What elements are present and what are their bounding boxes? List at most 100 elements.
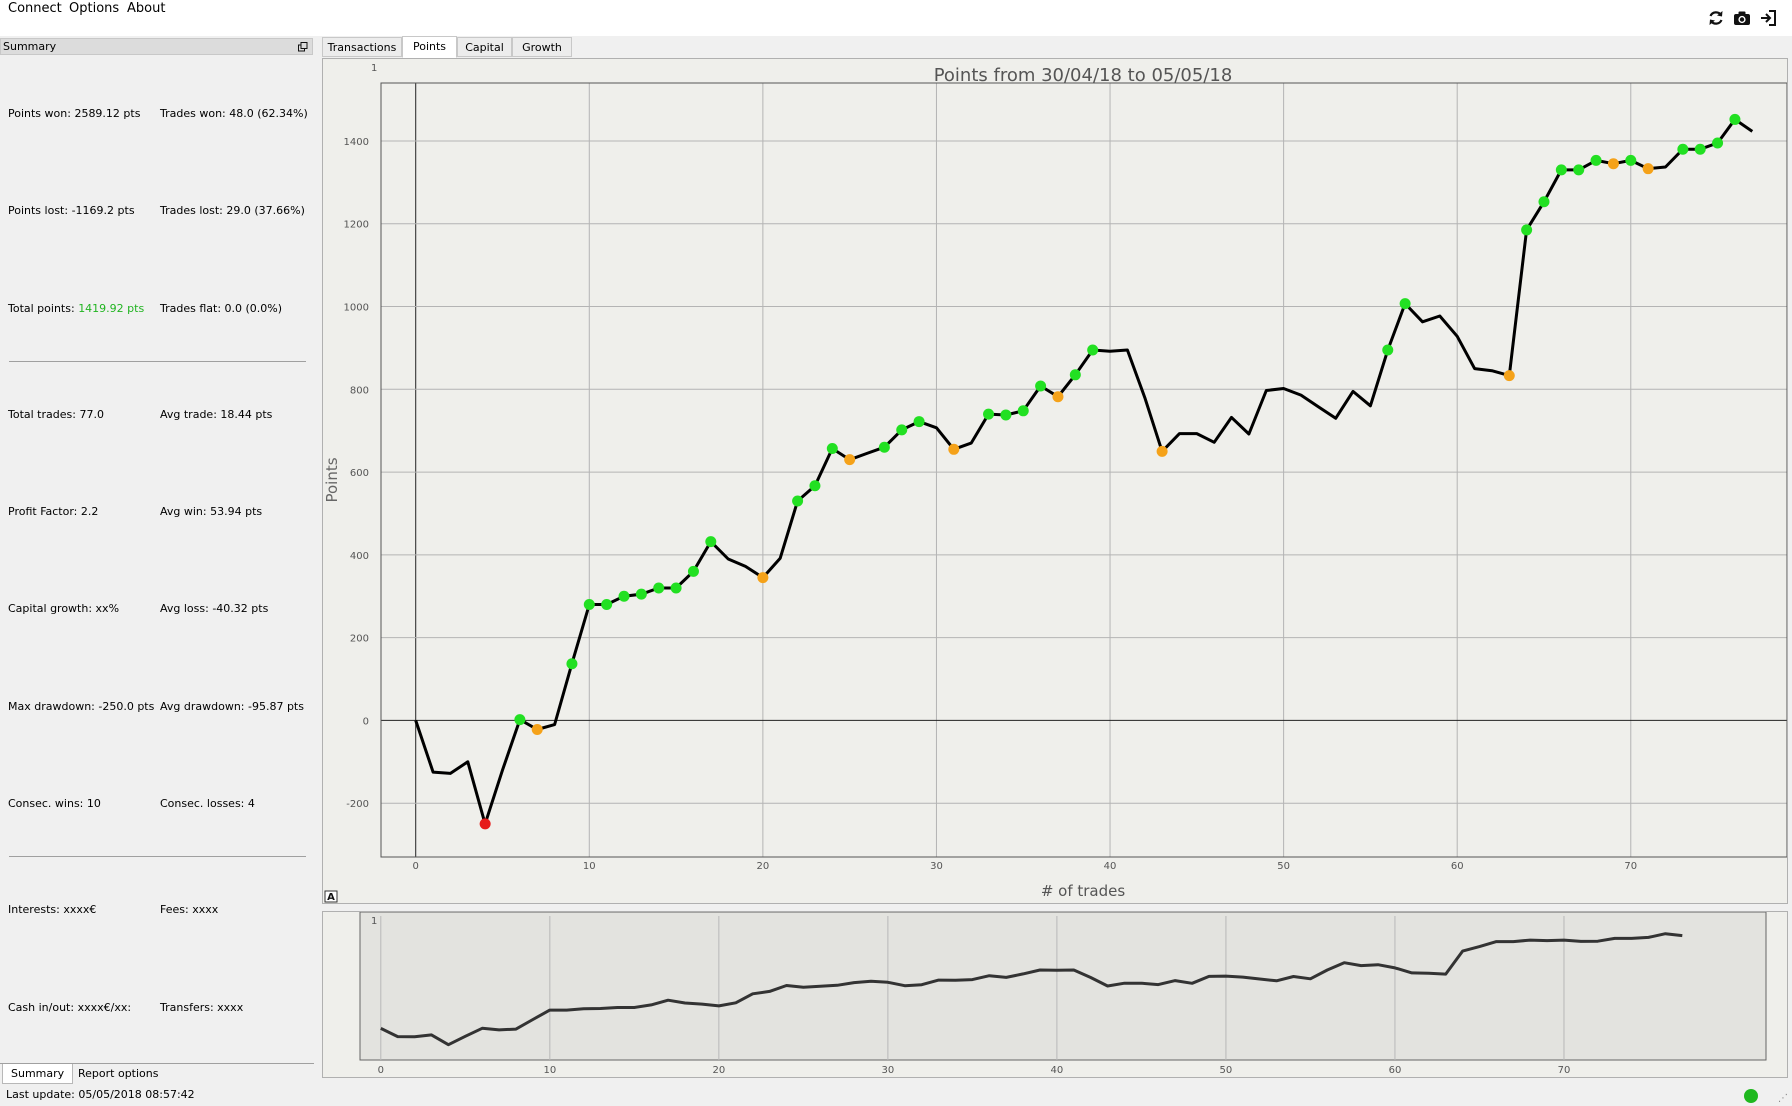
trade-marker <box>896 424 908 436</box>
y-axis-label: Points <box>323 457 341 502</box>
trade-marker <box>1625 154 1637 166</box>
trade-marker <box>913 416 925 428</box>
points-chart[interactable]: 1 Points from 30/04/18 to 05/05/18 Point… <box>323 59 1788 903</box>
trade-marker <box>531 724 543 736</box>
trade-marker <box>1538 196 1550 208</box>
trade-marker <box>948 443 960 455</box>
x-tick-label: 20 <box>757 861 770 872</box>
overview-x-tick-label: 10 <box>543 1065 556 1076</box>
y-tick-label: -200 <box>346 799 369 810</box>
overview-x-tick-label: 30 <box>882 1065 895 1076</box>
menu-options[interactable]: Options <box>69 1 120 16</box>
x-tick-label: 70 <box>1624 861 1637 872</box>
overview-selection-region <box>359 911 1767 1061</box>
overview-x-tick-label: 60 <box>1389 1065 1402 1076</box>
summary-title: Summary <box>3 40 57 53</box>
trade-marker <box>1156 445 1168 457</box>
overview-corner-label: 1 <box>371 916 377 927</box>
trade-marker <box>1573 164 1585 176</box>
y-tick-label: 1000 <box>344 303 369 314</box>
tab-points[interactable]: Points <box>402 36 457 58</box>
x-tick-label: 50 <box>1277 861 1290 872</box>
stat-fees: Fees: xxxx <box>160 903 219 916</box>
points-chart-panel: 1 Points from 30/04/18 to 05/05/18 Point… <box>322 58 1788 904</box>
trade-marker <box>687 565 699 577</box>
tab-capital[interactable]: Capital <box>457 37 512 57</box>
menu-about[interactable]: About <box>127 1 166 16</box>
stat-trades-flat: Trades flat: 0.0 (0.0%) <box>160 302 283 315</box>
trade-marker <box>705 536 717 548</box>
trade-marker <box>670 582 682 594</box>
y-tick-label: 600 <box>350 468 369 479</box>
panel-tab-bar: Summary Report options <box>0 1063 314 1084</box>
y-tick-label: 400 <box>350 551 369 562</box>
overview-x-tick-label: 0 <box>378 1065 384 1076</box>
tab-growth[interactable]: Growth <box>512 37 572 57</box>
trade-marker <box>1035 380 1047 392</box>
resize-grip-icon[interactable]: ⋰ <box>1778 1093 1788 1104</box>
stat-capital-growth: Capital growth: xx% <box>8 602 120 615</box>
axis-ticks: 0 10 20 30 40 50 60 70 -200 0 200 400 600 800 1000 1200… <box>344 137 1638 872</box>
exit-icon[interactable] <box>1758 8 1778 28</box>
camera-icon[interactable] <box>1732 8 1752 28</box>
trade-marker <box>1017 405 1029 417</box>
trade-marker <box>809 480 821 492</box>
trade-marker <box>983 408 995 420</box>
stat-transfers: Transfers: xxxx <box>160 1001 244 1014</box>
stat-max-drawdown: Max drawdown: -250.0 pts <box>8 700 155 713</box>
chart-grid <box>381 83 1787 857</box>
tab-summary[interactable]: Summary <box>2 1064 74 1084</box>
y-tick-label: 800 <box>350 385 369 396</box>
tab-report-options[interactable]: Report options <box>78 1067 159 1080</box>
tab-transactions[interactable]: Transactions <box>322 37 402 57</box>
overview-chart[interactable]: 1 0 10 20 30 40 50 60 70 <box>323 911 1787 1077</box>
trade-marker <box>1087 344 1099 356</box>
y-tick-label: 1200 <box>344 220 369 231</box>
chart-title: Points from 30/04/18 to 05/05/18 <box>934 65 1233 86</box>
trade-marker <box>757 572 769 584</box>
trade-marker <box>1503 370 1515 382</box>
stat-consec-losses: Consec. losses: 4 <box>160 797 255 810</box>
y-tick-label: 1400 <box>344 137 369 148</box>
trade-marker <box>479 818 491 830</box>
overview-x-tick-label: 20 <box>712 1065 725 1076</box>
stat-consec-wins: Consec. wins: 10 <box>8 797 101 810</box>
trade-marker <box>635 588 647 600</box>
trade-marker <box>1677 143 1689 155</box>
connection-status-icon <box>1744 1089 1758 1103</box>
menu-connect[interactable]: Connect <box>8 1 62 16</box>
autoscale-button[interactable]: A <box>324 890 338 903</box>
trade-marker <box>1590 154 1602 166</box>
divider <box>9 856 306 857</box>
trade-marker <box>878 441 890 453</box>
x-axis-label: # of trades <box>1041 882 1126 900</box>
stat-trades-lost: Trades lost: 29.0 (37.66%) <box>160 204 305 217</box>
x-tick-label: 30 <box>930 861 943 872</box>
trade-marker <box>601 599 613 611</box>
trade-marker <box>514 714 526 726</box>
trade-marker <box>792 495 804 507</box>
x-tick-label: 0 <box>413 861 419 872</box>
trade-marker <box>1000 409 1012 421</box>
trade-marker <box>1694 143 1706 155</box>
trade-marker <box>1607 158 1619 170</box>
trade-marker <box>1555 164 1567 176</box>
trade-marker <box>826 442 838 454</box>
trade-marker <box>1642 163 1654 175</box>
trade-marker <box>1399 298 1411 310</box>
trade-marker <box>653 582 665 594</box>
x-tick-label: 60 <box>1451 861 1464 872</box>
overview-x-tick-label: 50 <box>1220 1065 1233 1076</box>
overview-x-tick-label: 40 <box>1051 1065 1064 1076</box>
stat-total-points-value: 1419.92 pts <box>78 302 145 315</box>
trade-marker <box>583 599 595 611</box>
undock-icon[interactable] <box>298 41 308 52</box>
stat-avg-win: Avg win: 53.94 pts <box>160 505 263 518</box>
stat-avg-loss: Avg loss: -40.32 pts <box>160 602 269 615</box>
trade-marker <box>618 590 630 602</box>
y-tick-label: 0 <box>363 716 369 727</box>
x-tick-label: 40 <box>1104 861 1117 872</box>
trade-marker <box>844 454 856 466</box>
refresh-icon[interactable] <box>1706 8 1726 28</box>
trade-markers <box>479 113 1741 830</box>
